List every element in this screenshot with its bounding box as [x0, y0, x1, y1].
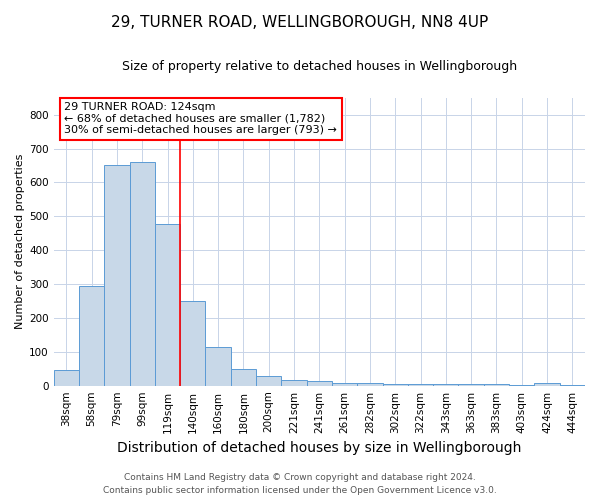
- Bar: [130, 162, 155, 386]
- Bar: [231, 368, 256, 386]
- Bar: [408, 384, 433, 386]
- Bar: [104, 165, 130, 386]
- Title: Size of property relative to detached houses in Wellingborough: Size of property relative to detached ho…: [122, 60, 517, 73]
- Bar: [383, 384, 408, 386]
- Bar: [180, 301, 205, 386]
- Bar: [256, 376, 281, 386]
- Text: Contains HM Land Registry data © Crown copyright and database right 2024.
Contai: Contains HM Land Registry data © Crown c…: [103, 474, 497, 495]
- Text: 29, TURNER ROAD, WELLINGBOROUGH, NN8 4UP: 29, TURNER ROAD, WELLINGBOROUGH, NN8 4UP: [112, 15, 488, 30]
- Bar: [535, 383, 560, 386]
- Bar: [332, 383, 357, 386]
- Bar: [307, 381, 332, 386]
- Bar: [205, 346, 231, 386]
- Text: 29 TURNER ROAD: 124sqm
← 68% of detached houses are smaller (1,782)
30% of semi-: 29 TURNER ROAD: 124sqm ← 68% of detached…: [64, 102, 337, 136]
- Bar: [281, 380, 307, 386]
- Bar: [484, 384, 509, 386]
- Bar: [357, 384, 383, 386]
- Bar: [79, 286, 104, 386]
- Bar: [53, 370, 79, 386]
- Bar: [155, 224, 180, 386]
- Y-axis label: Number of detached properties: Number of detached properties: [15, 154, 25, 330]
- X-axis label: Distribution of detached houses by size in Wellingborough: Distribution of detached houses by size …: [117, 441, 521, 455]
- Bar: [458, 384, 484, 386]
- Bar: [433, 384, 458, 386]
